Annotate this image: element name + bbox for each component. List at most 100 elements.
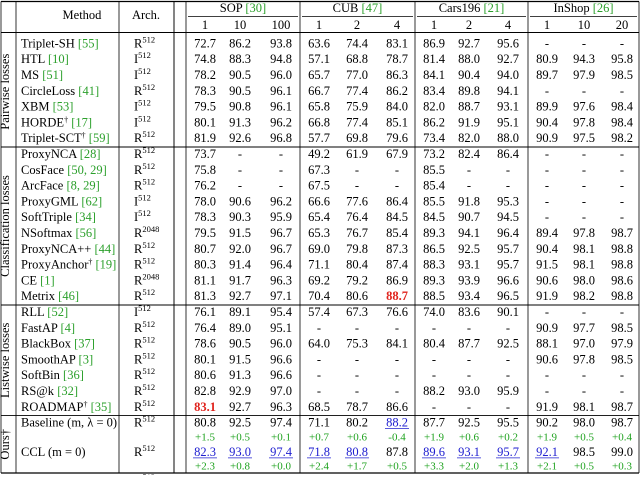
row-2-3-value: 91.5 <box>229 352 251 366</box>
row-2-4-value: - <box>317 368 321 382</box>
row-1-4-value: - <box>545 210 549 224</box>
row-1-8-value: 89.3 <box>423 273 445 287</box>
row-1-2-value: 85.4 <box>423 179 446 193</box>
cclstar-delta: +3.3 <box>424 461 444 473</box>
row-1-2-value: - <box>395 179 399 193</box>
ccl-delta: -0.4 <box>388 431 406 443</box>
ours-ccl-value: 97.4 <box>270 445 293 459</box>
ours-ccl-value: 80.8 <box>346 445 368 459</box>
row-0-4-method: XBM [53] <box>21 100 73 114</box>
row-1-1-value: - <box>467 163 471 177</box>
ours-baseline-value: 87.7 <box>423 416 445 430</box>
row-0-1-value: 95.8 <box>611 52 633 66</box>
ours-baseline-arch: R512 <box>134 414 155 430</box>
row-1-1-value: 75.8 <box>194 163 216 177</box>
row-2-2-value: 97.0 <box>573 337 595 351</box>
ccl-delta: +1.5 <box>195 431 215 443</box>
row-1-9-value: 91.9 <box>536 289 558 303</box>
ccl-delta: +0.6 <box>459 431 479 443</box>
row-2-6-value: - <box>506 400 510 414</box>
row-1-0-value: 49.2 <box>308 147 330 161</box>
row-1-1-value: - <box>279 163 283 177</box>
group-label-0: Pairwise losses <box>0 54 12 130</box>
cclstar-delta: +0.5 <box>574 461 594 473</box>
header-recall-2: 2 <box>354 18 360 32</box>
row-1-1-value: - <box>238 163 242 177</box>
row-1-5-value: 91.5 <box>229 226 251 240</box>
row-0-3-value: 90.5 <box>229 84 251 98</box>
row-1-0-value: - <box>582 147 586 161</box>
row-1-3-value: - <box>620 194 624 208</box>
row-1-1-value: 85.5 <box>423 163 445 177</box>
row-2-4-value: 96.6 <box>270 368 292 382</box>
row-0-3-value: - <box>620 84 624 98</box>
row-2-2-method: BlackBox [37] <box>21 337 95 351</box>
row-0-5-method: HORDE† [17] <box>21 115 92 129</box>
row-2-4-value: - <box>355 368 359 382</box>
row-0-2-value: 65.7 <box>308 68 330 82</box>
row-1-3-value: - <box>545 194 549 208</box>
cclstar-delta: +1.3 <box>498 461 518 473</box>
row-1-5-value: 89.3 <box>423 226 445 240</box>
ours-ccl-value: 89.6 <box>423 445 445 459</box>
row-1-7-value: 71.1 <box>308 258 330 272</box>
row-0-0-value: 63.6 <box>308 36 330 50</box>
row-1-2-value: - <box>238 179 242 193</box>
row-1-6-value: 95.7 <box>497 242 519 256</box>
row-2-2-value: 88.1 <box>536 337 558 351</box>
row-1-5-value: 65.3 <box>308 226 330 240</box>
ours-baseline-value: 88.2 <box>386 416 408 430</box>
row-1-5-value: 76.7 <box>346 226 368 240</box>
ccl-delta: +0.5 <box>230 431 250 443</box>
row-1-8-value: 90.6 <box>536 273 558 287</box>
row-2-1-value: 90.9 <box>536 321 558 335</box>
row-2-5-value: 95.9 <box>497 384 519 398</box>
cclstar-delta: +2.1 <box>537 461 557 473</box>
row-1-9-value: 70.4 <box>308 289 331 303</box>
row-1-9-value: 92.7 <box>229 289 251 303</box>
ours-baseline-value: 80.2 <box>346 416 368 430</box>
header-recall-20: 20 <box>616 18 629 32</box>
ours-baseline-value: 92.5 <box>229 416 251 430</box>
row-1-9-value: 80.6 <box>346 289 368 303</box>
row-1-3-value: 86.4 <box>386 194 409 208</box>
row-2-6-value: 96.3 <box>270 400 292 414</box>
cclstar-delta: +0.8 <box>230 461 250 473</box>
row-0-4-value: 90.8 <box>229 100 251 114</box>
row-2-5-arch: R512 <box>134 382 155 398</box>
row-1-5-value: 96.7 <box>270 226 292 240</box>
row-2-5-value: - <box>355 384 359 398</box>
row-1-4-method: SoftTriple [34] <box>21 210 96 224</box>
row-1-8-method: CE [1] <box>21 273 55 287</box>
row-0-6-value: 96.8 <box>270 131 292 145</box>
row-2-1-value: 98.5 <box>611 321 633 335</box>
row-1-8-value: 93.9 <box>458 273 480 287</box>
row-1-5-value: 79.5 <box>194 226 216 240</box>
row-1-2-method: ArcFace [8, 29] <box>21 179 100 193</box>
row-1-7-value: 87.4 <box>386 258 409 272</box>
row-0-3-method: CircleLoss [41] <box>21 84 99 98</box>
row-2-3-value: - <box>355 352 359 366</box>
row-0-2-value: 90.5 <box>229 68 251 82</box>
ours-baseline-value: 80.8 <box>194 416 216 430</box>
row-2-0-value: 57.4 <box>308 305 331 319</box>
row-0-3-value: 86.2 <box>386 84 408 98</box>
header-recall-1: 1 <box>431 18 437 32</box>
row-2-1-value: - <box>506 321 510 335</box>
row-1-3-value: 91.8 <box>458 194 480 208</box>
cclstar-delta: +2.4 <box>309 461 329 473</box>
row-0-3-value: 66.7 <box>308 84 330 98</box>
row-1-1-value: - <box>582 163 586 177</box>
row-1-3-value: 77.6 <box>346 194 368 208</box>
row-1-3-value: 95.3 <box>497 194 519 208</box>
row-0-1-value: 92.7 <box>497 52 519 66</box>
row-1-6-value: 92.5 <box>458 242 480 256</box>
row-1-3-value: 78.0 <box>194 194 216 208</box>
ours-ccl-value: 82.3 <box>194 445 216 459</box>
row-1-5-value: 96.4 <box>497 226 520 240</box>
row-2-5-value: 88.2 <box>423 384 445 398</box>
row-0-2-value: 96.0 <box>270 68 292 82</box>
row-0-5-value: 97.8 <box>573 115 595 129</box>
row-1-1-value: - <box>395 163 399 177</box>
row-1-3-value: 66.6 <box>308 194 330 208</box>
